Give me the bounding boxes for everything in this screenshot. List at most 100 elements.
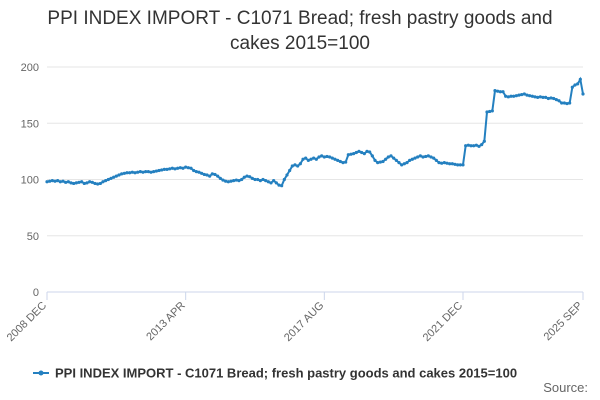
x-tick-label: 2013 APR bbox=[144, 300, 188, 344]
x-tick-label: 2008 DEC bbox=[5, 300, 49, 344]
data-point bbox=[170, 166, 174, 170]
data-point bbox=[149, 170, 153, 174]
data-point bbox=[568, 101, 572, 105]
data-point bbox=[192, 168, 196, 173]
data-point bbox=[498, 90, 502, 94]
legend-marker bbox=[38, 370, 44, 376]
data-point bbox=[501, 90, 505, 94]
data-point bbox=[261, 177, 265, 182]
data-point bbox=[333, 157, 337, 161]
data-point bbox=[357, 149, 361, 153]
data-point bbox=[482, 139, 486, 143]
data-point bbox=[442, 161, 446, 165]
data-point bbox=[221, 178, 225, 182]
data-point bbox=[61, 179, 65, 183]
data-point bbox=[461, 163, 465, 167]
series-line bbox=[46, 76, 584, 187]
data-point bbox=[90, 180, 94, 184]
data-point bbox=[258, 179, 262, 183]
data-point bbox=[312, 156, 316, 160]
data-point bbox=[93, 181, 97, 186]
data-point bbox=[368, 150, 372, 154]
data-point bbox=[264, 179, 268, 183]
data-point bbox=[544, 95, 548, 99]
data-point bbox=[429, 155, 433, 159]
data-point bbox=[522, 92, 526, 96]
data-point bbox=[56, 179, 60, 183]
data-point bbox=[346, 153, 350, 157]
data-point bbox=[354, 150, 358, 155]
data-point bbox=[402, 162, 406, 166]
data-point bbox=[288, 168, 292, 173]
data-point bbox=[376, 161, 380, 165]
data-point bbox=[504, 94, 508, 98]
data-point bbox=[389, 154, 393, 158]
data-point bbox=[133, 171, 137, 175]
y-tick-label: 200 bbox=[21, 62, 39, 74]
data-point bbox=[53, 179, 57, 183]
y-tick-label: 150 bbox=[21, 118, 39, 130]
data-point bbox=[450, 162, 454, 166]
data-point bbox=[322, 155, 326, 159]
data-point bbox=[216, 174, 220, 178]
data-point bbox=[306, 158, 310, 162]
data-point bbox=[146, 170, 150, 174]
data-point bbox=[477, 144, 481, 148]
data-point bbox=[576, 82, 580, 86]
data-point bbox=[234, 178, 238, 182]
data-point bbox=[144, 170, 148, 174]
data-point bbox=[210, 172, 214, 176]
data-point bbox=[157, 168, 161, 173]
data-point bbox=[160, 168, 164, 172]
x-tick-label: 2021 DEC bbox=[421, 300, 465, 344]
data-point bbox=[424, 154, 428, 159]
data-point bbox=[138, 170, 142, 174]
data-point bbox=[189, 166, 193, 170]
data-point bbox=[418, 154, 422, 158]
data-point bbox=[240, 177, 244, 182]
data-point bbox=[280, 184, 284, 188]
data-point bbox=[410, 157, 414, 161]
data-point bbox=[248, 175, 252, 179]
data-point bbox=[85, 181, 89, 185]
data-point bbox=[74, 181, 78, 185]
data-point bbox=[525, 93, 529, 97]
y-tick-label: 0 bbox=[33, 287, 39, 299]
data-point bbox=[397, 161, 401, 165]
x-tick-label: 2017 AUG bbox=[282, 300, 326, 344]
data-point bbox=[202, 172, 206, 177]
data-point bbox=[58, 180, 62, 184]
data-point bbox=[250, 176, 254, 180]
data-point bbox=[394, 158, 398, 162]
data-point bbox=[165, 167, 169, 171]
data-point bbox=[480, 143, 484, 147]
data-point bbox=[120, 172, 124, 176]
data-point bbox=[181, 166, 185, 170]
data-point bbox=[517, 93, 521, 97]
data-point bbox=[554, 98, 558, 102]
data-point bbox=[328, 155, 332, 159]
data-point bbox=[384, 157, 388, 161]
data-point bbox=[562, 101, 566, 105]
data-point bbox=[274, 181, 278, 185]
data-point bbox=[256, 177, 260, 182]
data-point bbox=[349, 152, 353, 156]
data-point bbox=[293, 163, 297, 167]
data-point bbox=[298, 162, 302, 166]
data-point bbox=[581, 92, 585, 96]
data-point bbox=[112, 175, 116, 179]
data-point bbox=[72, 181, 76, 186]
data-point bbox=[136, 170, 140, 174]
data-point bbox=[496, 89, 500, 93]
data-point bbox=[197, 170, 201, 174]
data-point bbox=[485, 110, 489, 114]
data-point bbox=[96, 182, 100, 186]
legend-label: PPI INDEX IMPORT - C1071 Bread; fresh pa… bbox=[55, 366, 517, 381]
data-point bbox=[304, 156, 308, 160]
data-point bbox=[208, 174, 212, 178]
data-point bbox=[466, 143, 470, 147]
data-point bbox=[64, 180, 68, 184]
data-point bbox=[360, 150, 364, 155]
data-point bbox=[381, 159, 385, 164]
